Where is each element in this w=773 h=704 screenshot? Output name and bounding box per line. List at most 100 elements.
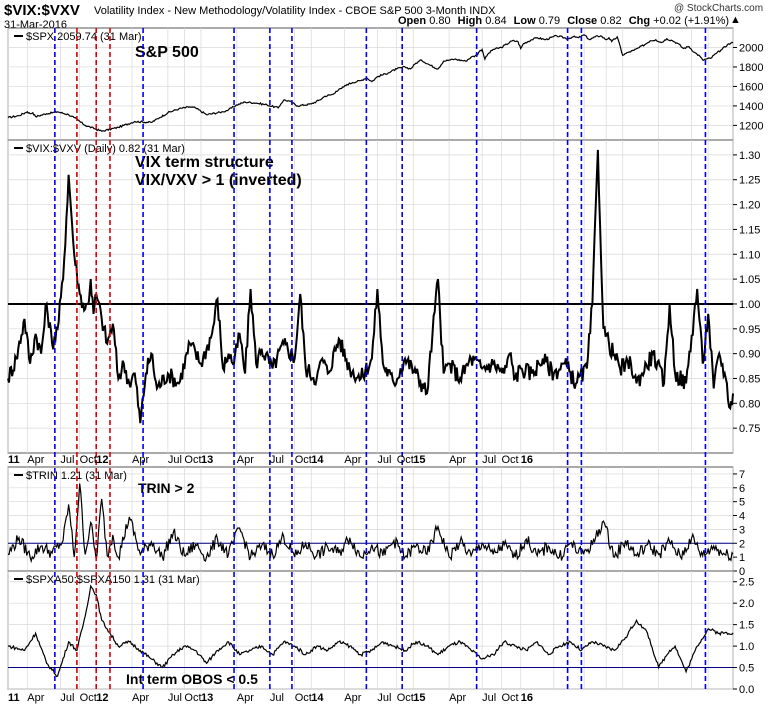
x-tick-label: 12 — [96, 692, 108, 704]
x-tick-label: Apr — [27, 692, 44, 704]
annotation-text: VIX/VXV > 1 (inverted) — [135, 172, 302, 189]
open-value: 0.80 — [429, 15, 451, 27]
x-tick-label: Apr — [344, 692, 361, 704]
x-tick-label: 15 — [413, 692, 425, 704]
x-tick-label: 16 — [521, 454, 533, 466]
y-tick-label: 1800 — [739, 62, 763, 74]
x-tick-label: Apr — [449, 454, 466, 466]
event-markers — [54, 28, 707, 689]
x-tick-label: Oct — [397, 454, 414, 466]
annotation-text: Int term OBOS < 0.5 — [126, 671, 258, 687]
x-tick-label: 12 — [96, 454, 108, 466]
y-tick-label: 1.5 — [739, 620, 754, 632]
y-tick-label: 0.0 — [739, 684, 754, 696]
y-tick-label: 2 — [739, 538, 745, 550]
x-tick-label: Oct — [184, 692, 201, 704]
x-tick-label: Oct — [295, 692, 312, 704]
y-tick-label: 1 — [739, 552, 745, 564]
x-tick-label: 14 — [311, 454, 324, 466]
chart-description: Volatility Index - New Methodology/Volat… — [94, 5, 496, 17]
x-tick-label: Apr — [237, 454, 254, 466]
y-tick-label: 1.10 — [739, 249, 760, 261]
x-tick-label: Apr — [344, 454, 361, 466]
y-tick-label: 2.5 — [739, 577, 754, 589]
x-tick-label: Jul — [482, 454, 496, 466]
y-tick-label: 0.90 — [739, 349, 760, 361]
y-tick-label: 1400 — [739, 101, 763, 113]
panel-frame — [7, 570, 734, 690]
low-label: Low — [513, 15, 536, 27]
panel-frame — [7, 27, 734, 141]
x-tick-label: Oct — [295, 454, 312, 466]
y-tick-label: 1200 — [739, 120, 763, 132]
panel-spxa50-spxa150: 0.0 0.5 1.0 1.5 2.0 2.5 $SPXA50:$SPXA150 1.31 … — [7, 570, 754, 696]
x-tick-label: 13 — [201, 454, 213, 466]
chg-value: +0.02 (+1.91%) — [653, 15, 730, 27]
close-value: 0.82 — [600, 15, 622, 27]
x-tick-label: 15 — [413, 454, 425, 466]
ohlc-readout: Open 0.80 High 0.84 Low 0.79 Close 0.82 … — [398, 15, 729, 27]
chart-symbol: $VIX:$VXV — [4, 2, 80, 19]
x-axis-labels: 11 Apr Jul Oct 12 Apr Jul Oct 13 Apr Jul Oct 14 Apr Ju… — [8, 454, 533, 704]
y-tick-label: 5 — [739, 497, 745, 509]
x-tick-label: 14 — [311, 692, 324, 704]
high-value: 0.84 — [485, 15, 507, 27]
series-line-spx — [7, 34, 734, 132]
y-tick-label: 1.0 — [739, 641, 754, 653]
series-line-spxa50-spxa150 — [7, 584, 734, 678]
x-tick-label: Jul — [270, 454, 284, 466]
legend-label: $SPXA50:$SPXA150 1.31 (31 Mar) — [26, 574, 200, 586]
x-tick-label: Apr — [449, 692, 466, 704]
x-tick-label: Jul — [377, 454, 391, 466]
annotation-text: VIX term structure — [135, 154, 274, 171]
y-tick-label: 1600 — [739, 81, 763, 93]
y-tick-label: 2.0 — [739, 598, 754, 610]
x-tick-label: Apr — [132, 692, 149, 704]
y-tick-label: 2000 — [739, 42, 763, 54]
y-tick-label: 0.80 — [739, 398, 760, 410]
watermark: @ StockCharts.com — [674, 3, 764, 14]
x-tick-label: Apr — [237, 692, 254, 704]
panel-spx: 1200 1400 1600 1800 2000 $SPX 2059.74 (31 Mar… — [7, 27, 763, 141]
y-tick-label: 6 — [739, 483, 745, 495]
series-line-vix-vxv — [7, 149, 734, 424]
annotation-text: S&P 500 — [135, 44, 199, 61]
x-tick-label: Jul — [60, 454, 74, 466]
x-tick-label: 11 — [8, 454, 20, 466]
annotation-text: TRIN > 2 — [138, 480, 195, 496]
chg-up-icon: ▲ — [730, 14, 741, 26]
x-tick-label: Jul — [60, 692, 74, 704]
y-tick-label: 0.75 — [739, 423, 760, 435]
x-tick-label: 11 — [8, 692, 20, 704]
y-tick-label: 3 — [739, 524, 745, 536]
x-tick-label: 13 — [201, 692, 213, 704]
x-tick-label: Oct — [501, 454, 518, 466]
x-tick-label: 16 — [521, 692, 533, 704]
x-tick-label: Apr — [27, 454, 44, 466]
panel-vix-vxv: 0.75 0.80 0.85 0.90 0.95 1.00 1.05 1.10 1.15 1.20… — [7, 139, 760, 454]
x-tick-label: Apr — [132, 454, 149, 466]
y-tick-label: 1.25 — [739, 175, 760, 187]
y-tick-label: 1.00 — [739, 299, 760, 311]
x-tick-label: Oct — [397, 692, 414, 704]
chg-label: Chg — [628, 15, 651, 27]
x-tick-label: Oct — [501, 692, 518, 704]
open-label: Open — [398, 15, 427, 27]
x-tick-label: Oct — [80, 454, 97, 466]
y-tick-label: 4 — [739, 511, 745, 523]
y-tick-label: 0.85 — [739, 373, 760, 385]
x-tick-label: Oct — [184, 454, 201, 466]
y-tick-label: 1.05 — [739, 274, 760, 286]
x-tick-label: Jul — [377, 692, 391, 704]
x-tick-label: Jul — [168, 692, 182, 704]
y-tick-label: 0.5 — [739, 663, 754, 675]
y-tick-label: 0.95 — [739, 324, 760, 336]
y-tick-label: 1.20 — [739, 200, 760, 212]
y-tick-label: 1.30 — [739, 150, 760, 162]
x-tick-label: Jul — [168, 454, 182, 466]
y-tick-label: 0 — [739, 566, 745, 578]
panel-frame — [7, 139, 734, 454]
